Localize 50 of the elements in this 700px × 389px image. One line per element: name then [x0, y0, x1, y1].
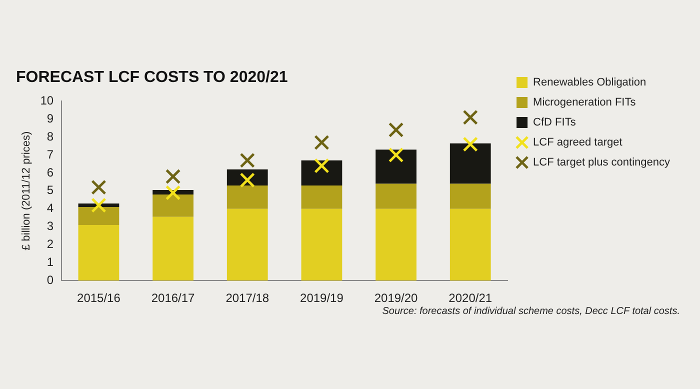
y-tick-label: 3	[46, 219, 54, 234]
y-tick-label: 4	[46, 201, 54, 216]
y-tick-label: 8	[46, 129, 54, 144]
bar	[376, 208, 416, 281]
y-tick-label: 0	[46, 272, 54, 287]
point	[314, 134, 330, 150]
y-tick-label: 9	[46, 111, 54, 126]
bar	[152, 216, 194, 281]
point	[388, 122, 404, 138]
legend-label: CfD FITs	[533, 116, 576, 129]
y-tick-label: 5	[46, 183, 54, 198]
bar	[78, 224, 120, 281]
x-tick-label: 2020/21	[448, 291, 492, 306]
point	[91, 180, 106, 195]
bar	[376, 184, 416, 209]
bar	[226, 186, 268, 209]
x-tick-label: 2015/16	[77, 291, 121, 306]
chart-title: FORECAST LCF COSTS TO 2020/21	[16, 69, 288, 86]
bar	[301, 160, 342, 186]
legend-label: Renewables Obligation	[533, 76, 646, 89]
bar	[450, 143, 491, 184]
point	[165, 168, 181, 184]
point	[165, 185, 181, 200]
x-tick-label: 2019/19	[300, 291, 344, 306]
bar	[301, 208, 342, 281]
y-tick-label: 1	[46, 254, 54, 269]
x-tick-label: 2019/20	[374, 291, 418, 306]
point	[462, 110, 478, 125]
legend-label: LCF target plus contingency	[533, 156, 670, 169]
x-tick-label: 2017/18	[226, 291, 270, 306]
legend-label: Microgeneration FITs	[533, 96, 636, 109]
y-tick-label: 7	[46, 147, 54, 162]
bar	[78, 207, 120, 225]
y-tick-label: 10	[40, 94, 54, 108]
point	[388, 147, 404, 163]
y-axis-title: £ billion (2011/12 prices)	[20, 131, 33, 250]
point	[91, 198, 106, 213]
x-tick-label: 2016/17	[151, 291, 196, 306]
legend-label: LCF agreed target	[533, 136, 622, 149]
bar	[226, 208, 268, 281]
bar	[301, 186, 342, 209]
bar	[450, 184, 491, 209]
source-note: Source: forecasts of individual scheme costs, Decc LCF total costs.	[382, 306, 680, 317]
y-tick-label: 6	[46, 165, 54, 180]
bar	[450, 208, 491, 281]
y-tick-label: 2	[46, 237, 54, 252]
point	[240, 152, 255, 168]
bar	[152, 194, 194, 217]
bar	[376, 150, 416, 184]
point	[462, 136, 478, 152]
